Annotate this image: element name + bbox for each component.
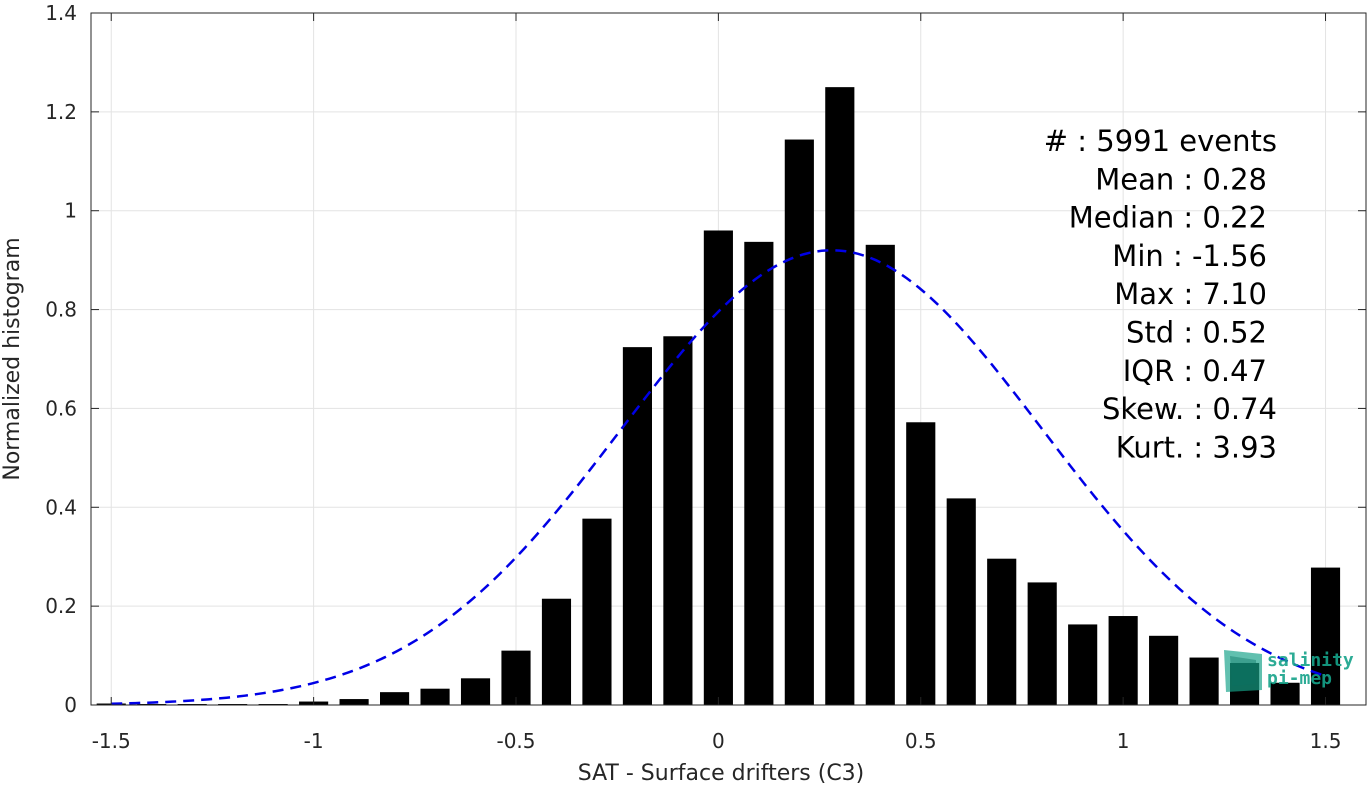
y-tick-label: 0.6	[45, 396, 77, 420]
x-tick-label: -1.5	[92, 729, 131, 753]
normal-fit-curve	[111, 249, 1326, 705]
stat-line: Skew. : 0.74	[1102, 392, 1277, 426]
logo-text-line2: pi-mep	[1267, 668, 1332, 689]
x-tick-label: 0	[712, 729, 725, 753]
x-axis-label: SAT - Surface drifters (C3)	[578, 761, 865, 785]
bar	[380, 692, 410, 705]
y-tick-label: 0.8	[45, 298, 77, 322]
bar	[906, 422, 936, 705]
y-tick-label: 1	[64, 199, 77, 223]
bar	[946, 498, 976, 705]
y-tick-label: 0.2	[45, 594, 77, 618]
stat-line: Kurt. : 3.93	[1116, 430, 1277, 464]
bar	[987, 558, 1017, 705]
y-tick-label: 0	[64, 693, 77, 717]
stat-line: IQR : 0.47	[1123, 354, 1267, 388]
stat-line: # : 5991 events	[1044, 124, 1277, 158]
bar	[865, 244, 895, 705]
bar	[1310, 567, 1341, 705]
bars	[96, 87, 1341, 706]
grid	[91, 12, 1366, 706]
x-tick-label: 1.5	[1310, 729, 1342, 753]
bar	[663, 336, 693, 705]
bar	[622, 347, 652, 705]
y-axis-label: Normalized histogram	[0, 237, 25, 480]
bar	[1270, 682, 1300, 705]
x-axis-ticks: -1.5 -1 -0.5 0 0.5 1 1.5	[92, 13, 1342, 753]
bar	[744, 241, 774, 705]
stat-line: Max : 7.10	[1114, 277, 1267, 311]
logo: salinity pi-mep	[1224, 650, 1354, 692]
bar	[825, 87, 855, 705]
x-tick-label: -1	[304, 729, 324, 753]
x-tick-label: -0.5	[496, 729, 535, 753]
stat-line: Median : 0.22	[1069, 201, 1267, 235]
y-tick-label: 1.4	[45, 1, 77, 25]
bar	[1149, 635, 1179, 705]
bar	[1108, 616, 1138, 705]
bar	[460, 678, 491, 705]
bar	[501, 650, 531, 705]
stat-line: Mean : 0.28	[1095, 162, 1267, 196]
stats-box: # : 5991 events Mean : 0.28 Median : 0.22 M…	[1044, 124, 1277, 464]
y-axis-ticks: 0 0.2 0.4 0.6 0.8 1 1.2 1.4	[45, 1, 1366, 717]
bar	[703, 230, 733, 705]
bar	[541, 598, 572, 705]
bar	[1068, 624, 1098, 705]
x-tick-label: 0.5	[905, 729, 937, 753]
plot-frame	[90, 12, 1367, 706]
stat-line: Min : -1.56	[1112, 239, 1267, 273]
x-tick-label: 1	[1117, 729, 1130, 753]
bar	[1027, 582, 1057, 705]
bar	[784, 139, 814, 706]
stat-line: Std : 0.52	[1126, 316, 1267, 350]
bar	[339, 699, 369, 705]
bar	[420, 688, 450, 705]
bar	[1189, 657, 1219, 705]
y-tick-label: 0.4	[45, 495, 77, 519]
logo-text-line1: salinity	[1267, 650, 1354, 671]
bar	[582, 518, 612, 705]
y-tick-label: 1.2	[45, 100, 77, 124]
